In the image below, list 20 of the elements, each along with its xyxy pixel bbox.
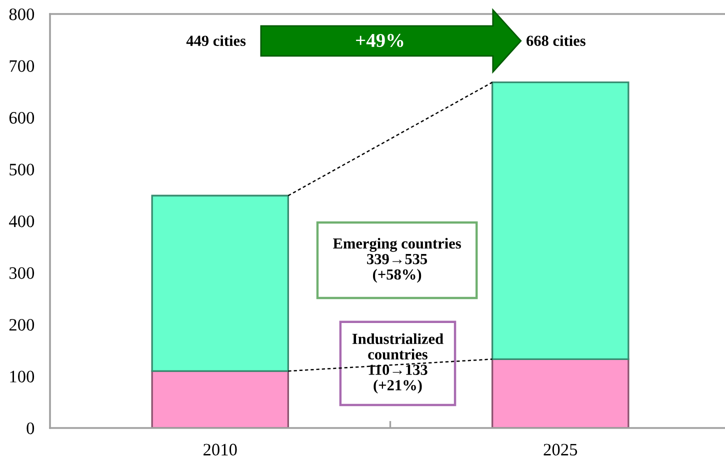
annotation: Emerging countries 339→535 (+58%) [333, 238, 461, 283]
annotation: 668 cities [526, 35, 586, 46]
y-tick-label: 800 [9, 8, 34, 20]
y-tick-label: 600 [9, 112, 34, 124]
annotation: 449 cities [186, 35, 246, 46]
annotation: +49% [356, 34, 404, 48]
bar [491, 81, 630, 360]
x-tick-label: 2025 [544, 444, 578, 456]
annotation: Industrialized countries 110→133 (+21%) [352, 333, 444, 394]
y-tick-label: 0 [26, 422, 34, 434]
y-tick-label: 400 [9, 215, 34, 228]
y-tick-label: 100 [10, 370, 34, 382]
bar [151, 194, 290, 372]
y-tick-label: 700 [10, 60, 34, 72]
bar [151, 370, 290, 428]
y-tick-label: 300 [10, 267, 34, 279]
y-tick-label: 200 [9, 318, 34, 331]
bar [491, 358, 630, 428]
y-tick-label: 500 [10, 164, 34, 176]
x-tick-label: 2010 [204, 444, 237, 456]
